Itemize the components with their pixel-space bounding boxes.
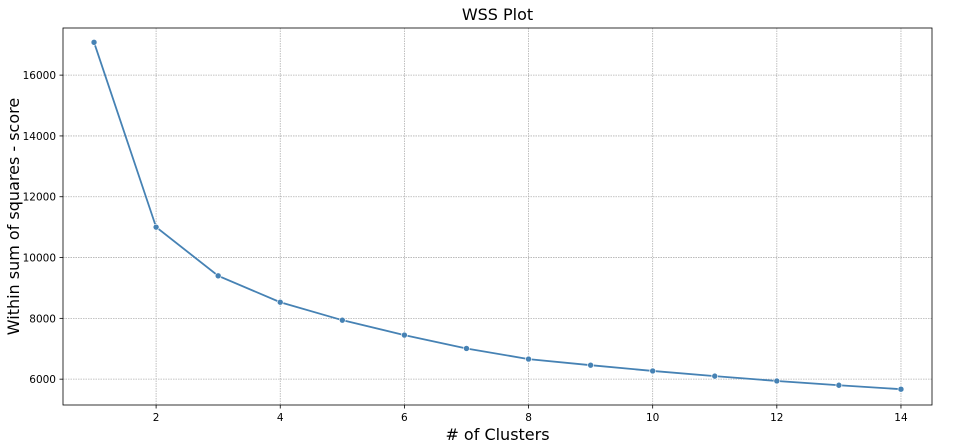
y-axis-title: Within sum of squares - score: [4, 98, 23, 335]
chart-title: WSS Plot: [462, 5, 533, 24]
data-point: [90, 38, 98, 46]
y-tick-label: 16000: [23, 70, 56, 82]
data-point: [463, 345, 470, 352]
y-tick-label: 10000: [23, 253, 56, 265]
x-tick-label: 8: [525, 412, 532, 424]
x-tick-label: 10: [646, 412, 659, 424]
series-line: [93, 42, 902, 391]
x-axis-title: # of Clusters: [445, 425, 549, 444]
x-tick-label: 12: [770, 412, 783, 424]
data-point: [339, 316, 346, 324]
data-point: [773, 377, 781, 385]
data-point: [587, 361, 594, 369]
y-tick-label: 12000: [23, 192, 56, 204]
data-point: [152, 223, 160, 231]
plot-area-frame: [62, 27, 933, 406]
y-tick-label: 8000: [29, 313, 56, 325]
x-tick-label: 4: [277, 412, 284, 424]
data-point: [525, 355, 532, 363]
y-tick-label: 14000: [23, 131, 56, 143]
data-point: [835, 381, 843, 389]
data-point: [897, 385, 905, 393]
x-tick-label: 2: [153, 412, 160, 424]
x-tick-label: 14: [894, 412, 908, 424]
axis-ticks: 2 4 6 8 10 12 14 6000 8000 10000 12000 14000 16000: [23, 70, 908, 424]
x-tick-label: 6: [401, 412, 408, 424]
data-point: [711, 372, 719, 380]
data-point: [649, 367, 656, 375]
data-point: [214, 272, 222, 280]
y-tick-label: 6000: [29, 374, 56, 386]
data-point: [401, 331, 408, 339]
data-point: [276, 298, 284, 306]
series-layer: [90, 38, 905, 393]
grid: [63, 28, 932, 405]
